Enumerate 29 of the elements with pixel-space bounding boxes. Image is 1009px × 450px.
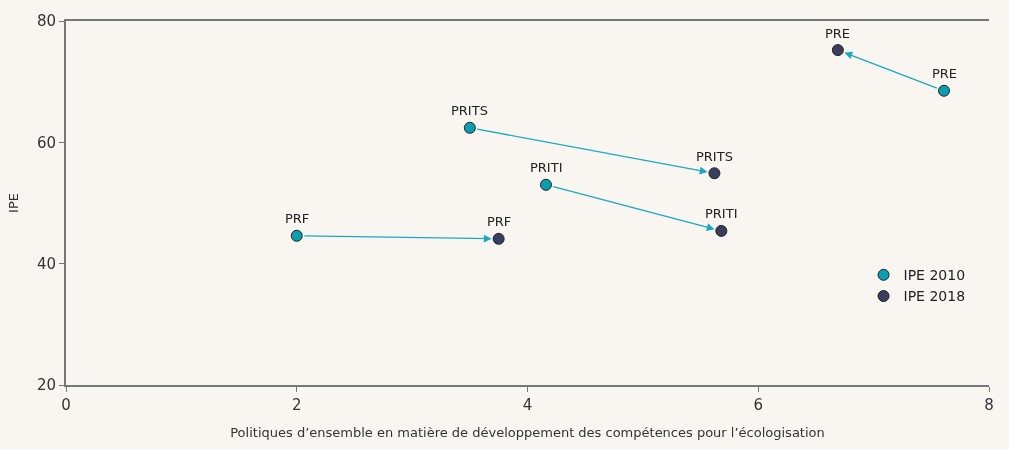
point (492, 232, 505, 245)
legend-label: IPE 2010 (903, 267, 966, 284)
y-tick-label: 60 (36, 133, 56, 152)
x-tick-label: 2 (291, 396, 302, 414)
point (539, 178, 552, 191)
annotation: PRITS (696, 149, 733, 164)
annotation: PRE (825, 26, 851, 41)
annotation: PRF (285, 211, 310, 226)
point (708, 167, 721, 180)
point (463, 121, 476, 134)
y-axis-title: IPE (6, 193, 22, 213)
x-axis-title: Politiques d’ensemble en matière de développement des compétences pour l’écologisation (230, 425, 825, 441)
annotation: PRITI (705, 206, 738, 221)
x-tick-label: 0 (61, 396, 71, 414)
y-tick-label: 40 (36, 254, 56, 273)
point (938, 84, 950, 97)
x-tick-label: 4 (522, 396, 533, 414)
point (290, 229, 303, 242)
annotation: PRE (932, 66, 958, 81)
y-tick-label: 20 (36, 376, 56, 395)
y-tick-label: 80 (36, 12, 56, 31)
point (831, 44, 844, 57)
annotation: PRITS (451, 103, 488, 118)
x-tick-label: 8 (984, 396, 994, 414)
point (715, 224, 728, 237)
legend-label: IPE 2018 (903, 288, 966, 305)
annotation: PRF (487, 214, 512, 229)
annotation: PRITI (530, 160, 563, 175)
x-tick-label: 6 (753, 396, 764, 414)
